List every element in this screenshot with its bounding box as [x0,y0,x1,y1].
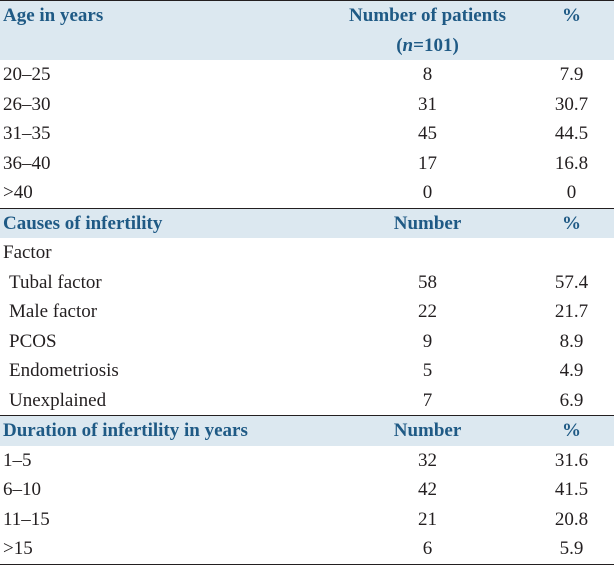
table-row: Unexplained 7 6.9 [0,386,614,416]
row-percent: 41.5 [554,479,589,500]
causes-header-label: Causes of infertility [0,207,300,238]
row-label: 36–40 [3,152,51,174]
row-number: 42 [418,479,437,500]
row-label: 6–10 [3,479,41,500]
row-number: 8 [422,64,433,85]
age-header-row: Age in years Number of patients (n=101) … [0,0,614,60]
causes-header-percent: % [521,207,614,238]
row-label: Tubal factor [9,271,102,293]
row-percent: 44.5 [554,123,589,144]
age-header-number: Number of patients (n=101) [300,0,521,60]
row-number: 6 [422,538,433,559]
age-header-percent: % [521,0,614,60]
age-header-number-line2: (n=101) [396,34,459,56]
table-row: 1–5 32 31.6 [0,446,614,476]
row-number: 5 [422,360,433,381]
row-percent: 6.9 [559,389,584,411]
table-row: Endometriosis 5 4.9 [0,356,614,386]
group-label: Factor [3,242,52,263]
row-label: Male factor [9,301,98,322]
table-row: Tubal factor 58 57.4 [0,268,614,298]
row-number: 0 [422,182,433,203]
row-percent: 21.7 [554,301,589,322]
table-row: PCOS 9 8.9 [0,327,614,357]
table-row: >40 0 0 [0,178,614,208]
causes-header-row: Causes of infertility Number % [0,207,614,238]
row-label: >15 [3,538,33,559]
table-row: 6–10 42 41.5 [0,475,614,505]
group-label-row: Factor [0,238,614,268]
row-number: 45 [418,123,437,144]
row-label: 1–5 [3,449,32,471]
row-percent: 20.8 [554,508,589,530]
table-row: >15 6 5.9 [0,534,614,564]
row-percent: 5.9 [559,538,584,559]
age-header-number-line1: Number of patients [349,5,506,26]
row-label: 20–25 [3,64,51,85]
row-label: Unexplained [9,389,107,411]
row-percent: 30.7 [554,93,589,115]
row-label: PCOS [9,330,57,352]
row-label: >40 [3,182,33,203]
row-label: 11–15 [3,508,50,530]
row-number: 58 [418,271,437,293]
row-label: Endometriosis [9,360,119,381]
row-percent: 0 [566,182,577,203]
row-percent: 16.8 [554,152,589,174]
table-row: 11–15 21 20.8 [0,505,614,535]
row-percent: 4.9 [559,360,584,381]
causes-header-number: Number [300,207,521,238]
row-number: 7 [422,389,433,411]
row-number: 22 [418,301,437,322]
table-row: 26–30 31 30.7 [0,90,614,120]
row-percent: 31.6 [554,449,589,471]
table-row: Male factor 22 21.7 [0,297,614,327]
duration-header-number: Number [300,415,521,446]
row-label: 31–35 [3,123,51,144]
age-header-label: Age in years [0,0,300,60]
row-percent: 57.4 [554,271,589,293]
duration-header-percent: % [521,415,614,446]
row-number: 21 [418,508,437,530]
row-number: 9 [422,330,433,352]
duration-header-row: Duration of infertility in years Number … [0,415,614,446]
row-number: 17 [418,152,437,174]
table-row: 31–35 45 44.5 [0,119,614,149]
row-percent: 7.9 [559,64,584,85]
row-label: 26–30 [3,93,51,115]
table-row: 20–25 8 7.9 [0,60,614,90]
row-percent: 8.9 [559,330,584,352]
row-number: 31 [418,93,437,115]
table-row: 36–40 17 16.8 [0,149,614,179]
row-number: 32 [418,449,437,471]
duration-header-label: Duration of infertility in years [0,415,300,446]
